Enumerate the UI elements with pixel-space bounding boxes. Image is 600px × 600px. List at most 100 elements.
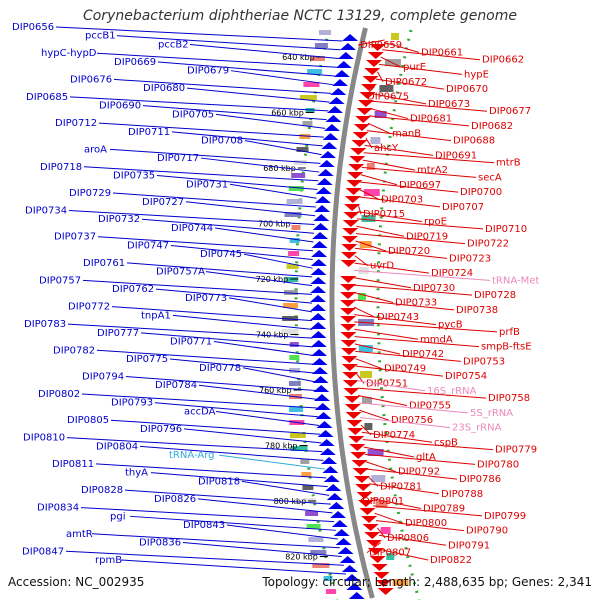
- reverse-strand-arrow: [314, 403, 331, 410]
- reverse-strand-arrow: [335, 61, 352, 68]
- gene-label-left: DIP0745: [200, 249, 242, 260]
- gene-connector-right: [359, 189, 380, 200]
- forward-strand-arrow: [377, 588, 394, 595]
- forward-strand-arrow: [361, 84, 378, 91]
- gene-connector-left: [214, 227, 314, 243]
- gene-label-right: DIP0738: [456, 305, 498, 316]
- forward-strand-arrow: [353, 124, 370, 131]
- reverse-strand-arrow: [328, 502, 345, 509]
- feature-track-left: [302, 121, 313, 126]
- reverse-strand-arrow: [323, 124, 340, 131]
- forward-strand-arrow: [341, 348, 358, 355]
- gene-label-left: DIP0810: [23, 433, 65, 444]
- gene-label-left: DIP0729: [69, 188, 111, 199]
- tick-ring-outer: [376, 29, 421, 600]
- gene-label-left: DIP0685: [26, 92, 68, 103]
- gene-connector-right: [373, 93, 427, 105]
- gene-connector-left: [95, 463, 327, 479]
- gene-label-right: manB: [392, 128, 421, 139]
- gene-label-right: hypE: [464, 69, 489, 80]
- gene-connector-left: [154, 402, 319, 418]
- feature-track-right: [391, 33, 399, 40]
- reverse-strand-arrow: [311, 358, 328, 365]
- gene-connector-right: [354, 336, 480, 348]
- feature-track-left: [284, 290, 298, 295]
- gene-connector-left: [183, 428, 322, 444]
- gene-connector-right: [366, 130, 452, 142]
- gene-connector-left: [55, 26, 343, 42]
- gene-label-right: DIP0753: [463, 356, 505, 367]
- gene-label-left: DIP0690: [99, 101, 141, 112]
- gene-connector-right: [357, 395, 408, 406]
- feature-track-left: [305, 511, 319, 516]
- gene-connector-right: [369, 115, 470, 127]
- gene-label-left: DIP0669: [114, 57, 156, 68]
- feature-track-left: [291, 173, 306, 178]
- forward-strand-arrow: [351, 460, 368, 467]
- forward-strand-arrow: [347, 172, 364, 179]
- feature-track-left: [306, 524, 321, 529]
- feature-track-left: [289, 238, 300, 243]
- forward-strand-arrow: [351, 140, 368, 147]
- feature-track-left: [283, 303, 298, 308]
- gene-label-left: DIP0680: [143, 83, 185, 94]
- reverse-strand-arrow: [325, 115, 342, 122]
- forward-strand-arrow: [364, 68, 381, 75]
- feature-track-left: [299, 95, 317, 100]
- forward-strand-arrow: [356, 492, 373, 499]
- gene-connector-left: [96, 52, 337, 68]
- gene-label-left: DIP0744: [171, 223, 213, 234]
- reverse-strand-arrow: [339, 43, 356, 50]
- gene-label-right: DIP0730: [413, 283, 455, 294]
- forward-strand-arrow: [344, 204, 361, 211]
- feature-track-right: [367, 449, 384, 456]
- gene-connector-right: [379, 63, 463, 75]
- reverse-strand-arrow: [310, 340, 327, 347]
- reverse-strand-arrow: [341, 565, 358, 572]
- forward-strand-arrow: [373, 572, 390, 579]
- gene-label-left: DIP0717: [157, 153, 199, 164]
- gene-label-left: DIP0718: [40, 162, 82, 173]
- gene-label-left: DIP0843: [183, 520, 225, 531]
- gene-connector-left: [170, 244, 313, 260]
- gene-label-right: DIP0755: [409, 401, 451, 412]
- gene-label-left: DIP0794: [82, 372, 124, 383]
- forward-strand-arrow: [352, 132, 369, 139]
- gene-connector-right: [354, 314, 437, 326]
- gene-label-right: DIP0700: [460, 187, 502, 198]
- reverse-strand-arrow: [315, 187, 332, 194]
- gene-connector-right: [360, 181, 459, 193]
- gene-label-left: DIP0708: [201, 136, 243, 147]
- gene-label-left: DIP0762: [112, 284, 154, 295]
- reverse-strand-arrow: [325, 484, 342, 491]
- gene-connector-right: [358, 196, 441, 208]
- forward-strand-arrow: [371, 564, 388, 571]
- forward-strand-arrow: [367, 548, 384, 555]
- gene-connector-left: [96, 349, 314, 365]
- gene-label-left: thyA: [125, 468, 148, 479]
- accession-text: Accession: NC_002935: [8, 575, 145, 589]
- gene-connector-left: [169, 358, 315, 374]
- feature-track-left: [299, 134, 311, 139]
- forward-strand-arrow: [362, 524, 379, 531]
- gene-label-right: DIP0749: [384, 364, 426, 375]
- gene-label-left: DIP0727: [142, 197, 184, 208]
- gene-label-right: DIP0677: [489, 106, 531, 117]
- gene-connector-left: [172, 314, 313, 330]
- gene-connector-left: [215, 410, 320, 426]
- gene-label-left: DIP0656: [12, 22, 54, 33]
- gene-label-left: DIP0757: [39, 275, 81, 286]
- gene-connector-right: [371, 100, 488, 112]
- feature-track-left: [303, 82, 320, 87]
- gene-label-right: DIP0756: [391, 415, 433, 426]
- tick-label: 660 kbp: [271, 109, 304, 118]
- gene-label-right: uvrD: [370, 261, 394, 272]
- gene-connector-left: [198, 384, 317, 400]
- gene-connector-right: [354, 284, 473, 296]
- feature-track-left: [293, 160, 307, 165]
- gene-label-left: tRNA-Arg: [169, 450, 214, 461]
- gene-connector-left: [67, 323, 313, 339]
- gene-label-right: DIP0743: [377, 312, 419, 323]
- gene-label-right: DIP0710: [485, 224, 527, 235]
- tick-label: 760 kbp: [259, 386, 292, 395]
